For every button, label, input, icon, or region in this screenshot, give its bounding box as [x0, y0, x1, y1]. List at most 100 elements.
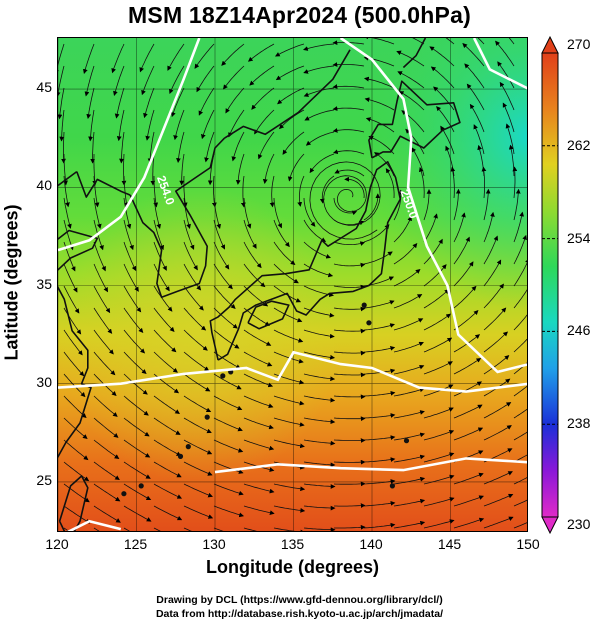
streamline	[58, 43, 65, 75]
streamline	[213, 527, 224, 531]
streamline	[462, 43, 485, 67]
streamline	[153, 461, 182, 478]
coastline	[58, 170, 78, 187]
streamline	[153, 417, 181, 435]
island	[361, 302, 367, 308]
streamline	[183, 219, 195, 250]
streamline	[213, 373, 242, 390]
streamline	[63, 329, 83, 356]
streamline	[303, 351, 335, 360]
streamline	[183, 395, 212, 413]
streamline	[393, 432, 425, 441]
streamline	[123, 263, 139, 292]
streamline	[453, 357, 482, 375]
streamline	[273, 285, 302, 303]
streamline	[433, 86, 455, 111]
y-tick-label: 40	[36, 177, 52, 194]
streamline	[363, 413, 396, 419]
island	[138, 483, 144, 489]
streamline	[364, 97, 395, 111]
streamline	[153, 285, 173, 312]
streamline	[63, 285, 80, 314]
streamline	[123, 395, 149, 416]
x-tick-label: 135	[280, 536, 305, 552]
streamline	[332, 106, 365, 111]
x-tick-label: 145	[437, 536, 462, 552]
streamline	[423, 361, 453, 375]
contour-line	[66, 519, 122, 531]
contour-line	[472, 38, 527, 90]
streamline	[333, 149, 365, 155]
streamline	[436, 106, 455, 133]
streamline	[453, 212, 466, 243]
streamline	[513, 188, 521, 221]
streamline	[123, 197, 132, 229]
streamline	[274, 43, 305, 57]
streamline	[123, 307, 144, 333]
streamline	[123, 285, 142, 313]
streamline	[123, 505, 152, 522]
streamline	[231, 131, 245, 162]
streamline	[393, 215, 412, 243]
streamline	[251, 87, 275, 110]
streamline	[363, 38, 395, 45]
streamline	[333, 394, 366, 400]
colorbar-tick-label: 262	[567, 136, 591, 153]
streamline	[334, 169, 365, 177]
streamline	[141, 65, 155, 96]
streamline	[63, 505, 91, 524]
streamline	[153, 483, 183, 499]
streamline	[257, 131, 275, 160]
coastline	[76, 171, 131, 198]
streamline	[445, 38, 455, 45]
streamline	[183, 241, 198, 271]
streamline	[93, 241, 106, 272]
streamline	[63, 351, 85, 377]
streamline	[423, 289, 450, 309]
streamline	[297, 175, 305, 207]
streamline	[123, 483, 152, 501]
streamline	[497, 61, 515, 89]
island	[366, 320, 372, 326]
streamline	[332, 128, 365, 133]
streamline	[182, 175, 188, 208]
streamline	[213, 307, 238, 329]
streamline	[123, 461, 151, 479]
x-tick-label: 150	[516, 536, 540, 552]
streamline	[153, 241, 167, 271]
streamline	[123, 175, 129, 208]
streamline	[153, 176, 159, 208]
streamline	[93, 439, 120, 459]
streamline	[63, 307, 82, 335]
streamline	[393, 341, 424, 353]
streamline	[393, 364, 425, 375]
streamline	[412, 38, 425, 45]
streamline	[499, 81, 515, 111]
streamline	[243, 373, 274, 388]
streamline	[213, 439, 244, 453]
streamline	[183, 329, 208, 351]
streamline	[333, 350, 366, 356]
streamline	[464, 63, 485, 89]
streamline	[273, 197, 282, 229]
streamline	[213, 351, 241, 369]
streamline	[423, 189, 432, 221]
streamline	[243, 439, 275, 451]
streamline	[183, 351, 210, 371]
streamline	[183, 527, 192, 531]
streamline	[254, 109, 275, 135]
streamline	[198, 87, 215, 116]
streamline	[63, 461, 90, 482]
streamline	[393, 498, 426, 507]
streamline	[183, 417, 212, 434]
map-svg: 250.0 254.0	[58, 38, 527, 531]
streamline	[363, 251, 393, 265]
streamline	[243, 263, 266, 288]
streamline	[303, 197, 316, 227]
streamline	[304, 109, 335, 121]
streamline	[123, 439, 151, 458]
streamline	[183, 197, 191, 229]
streamline	[273, 395, 305, 406]
coastlines	[58, 38, 461, 531]
x-tick-label: 130	[202, 536, 226, 552]
